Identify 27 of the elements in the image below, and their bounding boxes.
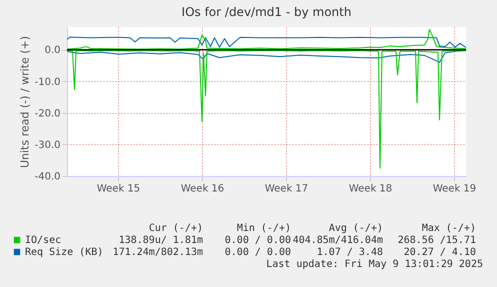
y-tick-label: -40.0: [34, 172, 60, 182]
text: Last update: Fri May 9 13:01:29 2025: [266, 259, 483, 270]
x-tick-label: Week 19: [432, 184, 476, 194]
text: Max (-/+): [422, 223, 476, 234]
y-axis-title: Units read (-) / write (+): [18, 36, 32, 168]
y-tick-label: -30.0: [34, 140, 60, 151]
text: 0.00 / 0.00: [224, 247, 291, 258]
x-tick-label: Week 18: [348, 184, 392, 194]
x-tick-label: Week 16: [180, 184, 224, 194]
text: 171.24m/802.13m: [112, 247, 203, 258]
chart-title: IOs for /dev/md1 - by month: [182, 5, 352, 19]
text: Cur (-/+): [148, 223, 203, 234]
y-tick-label: -10.0: [34, 76, 60, 88]
legend-label: IO/sec: [25, 235, 62, 246]
x-tick-label: Week 15: [96, 184, 140, 194]
text: 404.85m/416.04m: [292, 235, 383, 246]
y-tick-label: 0.0: [44, 45, 60, 56]
text: Min (-/+): [236, 223, 291, 234]
legend-label: Req Size (KB): [25, 247, 104, 258]
text: 20.27 / 4.10: [404, 247, 476, 258]
text: 138.89u/ 1.81m: [118, 235, 203, 246]
x-tick-label: Week 17: [264, 184, 308, 194]
y-tick-label: -20.0: [34, 108, 60, 120]
text: 0.00 / 0.00: [224, 235, 291, 246]
text: 268.56 /15.71: [398, 235, 476, 246]
text: Avg (-/+): [328, 223, 383, 234]
text: 1.07 / 3.48: [316, 247, 383, 258]
